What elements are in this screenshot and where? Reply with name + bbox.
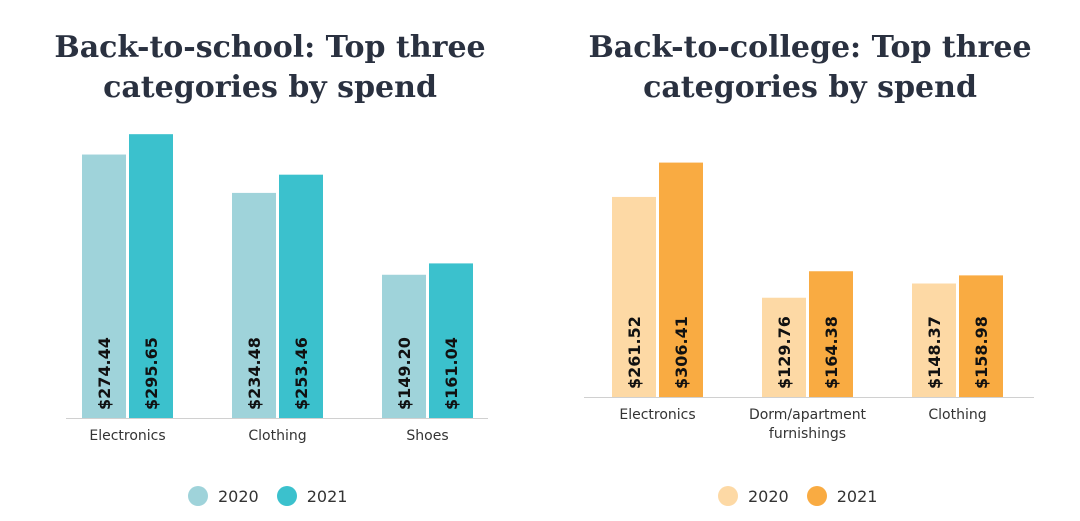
chart-title: Back-to-school: Top three categories by … [0, 28, 540, 108]
back-to-college-panel: Back-to-college: Top three categories by… [540, 0, 1080, 521]
data-label: $274.44 [95, 337, 114, 410]
bar-2021-clothing [959, 275, 1003, 397]
category-label: Dorm/apartment furnishings [749, 407, 867, 442]
legend-label-2021: 2021 [836, 486, 878, 506]
legend: 2020 2021 [188, 486, 365, 506]
legend: 2020 2021 [718, 486, 895, 506]
data-label: $234.48 [245, 337, 264, 410]
chart-title-line-2: categories by spend [643, 70, 977, 105]
legend-label-2020: 2020 [218, 486, 259, 506]
bar-2020-clothing [912, 283, 956, 397]
category-label: Electronics [619, 407, 695, 423]
chart-title-line-1: Back-to-college: Top three [588, 30, 1032, 65]
data-label: $253.46 [292, 337, 311, 410]
data-label: $148.37 [925, 316, 944, 389]
back-to-school-panel: Back-to-school: Top three categories by … [0, 28, 540, 506]
category-label: Electronics [89, 428, 165, 444]
data-label: $261.52 [625, 316, 644, 389]
bar-2021-shoes [429, 263, 473, 418]
legend-label-2021: 2021 [306, 486, 348, 506]
data-label: $158.98 [972, 316, 991, 389]
back-to-college-chart: $261.52 $306.41 Electronics $129.76 $164.38 D… [584, 162, 1034, 442]
data-label: $149.20 [395, 337, 414, 410]
bar-2021-dorm-apartment-furnishings [809, 271, 853, 397]
legend-item-2021: 2021 [276, 486, 348, 506]
legend-item-2020: 2020 [718, 486, 789, 506]
legend-item-2021: 2021 [806, 486, 878, 506]
legend-swatch-2020 [188, 486, 208, 506]
bar-2021-clothing [279, 174, 323, 418]
category-label: Clothing [928, 407, 986, 423]
back-to-school-chart: $274.44 $295.65 Electronics $234.48 $253.46 C… [66, 134, 488, 444]
bar-2020-dorm-apartment-furnishings [762, 297, 806, 397]
category-label: Clothing [248, 428, 306, 444]
legend-swatch-2021 [276, 486, 297, 506]
legend-swatch-2020 [718, 486, 738, 506]
chart-title-line-1: Back-to-school: Top three [54, 30, 486, 65]
bar-2020-electronics [82, 154, 126, 418]
data-label: $295.65 [142, 337, 161, 410]
bar-2020-shoes [382, 274, 426, 418]
bar-2020-electronics [612, 196, 656, 397]
data-label: $161.04 [442, 337, 461, 410]
legend-swatch-2021 [806, 486, 827, 506]
chart-title-line-2: categories by spend [103, 70, 437, 105]
legend-label-2020: 2020 [748, 486, 789, 506]
bar-2021-electronics [129, 134, 173, 418]
chart-title: Back-to-college: Top three categories by… [540, 28, 1080, 108]
legend-item-2020: 2020 [188, 486, 259, 506]
bar-2021-electronics [659, 162, 703, 397]
data-label: $164.38 [822, 316, 841, 389]
bar-2020-clothing [232, 192, 276, 418]
category-label: Shoes [406, 428, 448, 444]
data-label: $306.41 [672, 316, 691, 389]
data-label: $129.76 [775, 316, 794, 389]
